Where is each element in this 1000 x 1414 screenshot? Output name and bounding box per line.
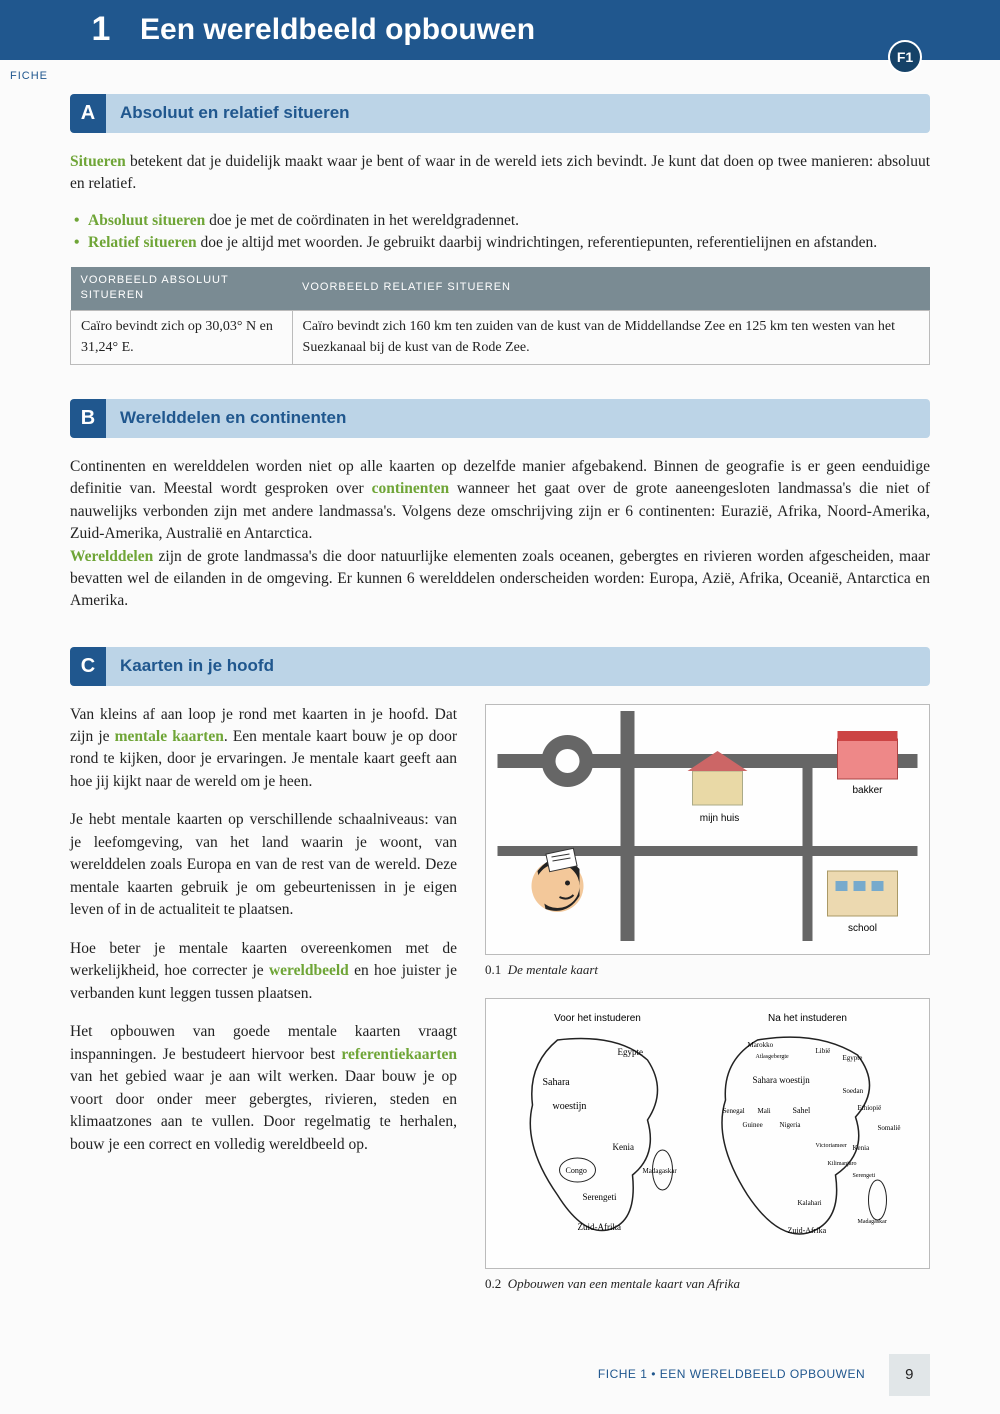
svg-text:Serengeti: Serengeti	[853, 1173, 876, 1179]
mental-map-svg: mijn huis bakker school	[492, 711, 923, 941]
section-a-bullets: Absoluut situeren doe je met de coördina…	[70, 210, 930, 255]
chapter-title: Een wereldbeeld opbouwen	[140, 8, 535, 52]
section-c-p1: Van kleins af aan loop je rond met kaart…	[70, 704, 457, 794]
svg-text:Congo: Congo	[566, 1166, 587, 1175]
fiche-badge: F1	[888, 40, 922, 74]
svg-text:Serengeti: Serengeti	[583, 1192, 617, 1202]
list-item: Relatief situeren doe je altijd met woor…	[88, 232, 930, 254]
svg-text:Libië: Libië	[816, 1047, 831, 1055]
svg-text:Madagaskar: Madagaskar	[643, 1167, 678, 1175]
svg-text:Kilimanjaro: Kilimanjaro	[828, 1161, 857, 1167]
svg-text:woestijn: woestijn	[553, 1101, 587, 1112]
page-footer: FICHE 1 • EEN WERELDBEELD OPBOUWEN 9	[598, 1354, 930, 1396]
section-a-intro: Situeren betekent dat je duidelijk maakt…	[70, 151, 930, 196]
term-situeren: Situeren	[70, 153, 126, 170]
svg-text:Sahara woestijn: Sahara woestijn	[753, 1075, 811, 1085]
africa-maps-svg: Voor het instuderen Na het instuderen Eg…	[492, 1005, 923, 1255]
svg-text:Marokko: Marokko	[748, 1041, 774, 1049]
example-table: Voorbeeld absoluut situeren Voorbeeld re…	[70, 267, 930, 365]
table-cell: Caïro bevindt zich 160 km ten zuiden van…	[292, 311, 929, 365]
section-letter: B	[70, 399, 106, 438]
svg-text:Senegal: Senegal	[723, 1107, 745, 1115]
svg-text:Sahara: Sahara	[543, 1077, 571, 1088]
section-b-p1: Continenten en werelddelen worden niet o…	[70, 456, 930, 613]
svg-text:Egypte: Egypte	[618, 1047, 644, 1057]
figure-mental-map: mijn huis bakker school	[485, 704, 930, 955]
svg-text:Zuid-Afrika: Zuid-Afrika	[578, 1222, 621, 1232]
svg-text:Ethiopië: Ethiopië	[858, 1104, 882, 1112]
svg-text:Victoriameer: Victoriameer	[816, 1143, 847, 1149]
svg-text:Atlasgebergte: Atlasgebergte	[756, 1054, 790, 1060]
svg-text:Zuid-Afrika: Zuid-Afrika	[788, 1226, 827, 1235]
table-header: Voorbeeld relatief situeren	[292, 267, 929, 311]
table-header: Voorbeeld absoluut situeren	[71, 267, 293, 311]
svg-text:Madagaskar: Madagaskar	[858, 1219, 887, 1225]
section-c-p3: Hoe beter je mentale kaarten overeenkome…	[70, 938, 457, 1005]
svg-text:Kenia: Kenia	[613, 1142, 635, 1152]
section-title: Kaarten in je hoofd	[106, 647, 930, 686]
section-a-heading: A Absoluut en relatief situeren	[70, 94, 930, 133]
svg-text:Soedan: Soedan	[843, 1087, 864, 1095]
svg-text:Sahel: Sahel	[793, 1106, 812, 1115]
section-c-text-column: Van kleins af aan loop je rond met kaart…	[70, 704, 457, 1313]
figure-africa-maps: Voor het instuderen Na het instuderen Eg…	[485, 998, 930, 1269]
footer-text: FICHE 1 • EEN WERELDBEELD OPBOUWEN	[598, 1366, 865, 1383]
table-cell: Caïro bevindt zich op 30,03° N en 31,24°…	[71, 311, 293, 365]
section-c-p2: Je hebt mentale kaarten op verschillende…	[70, 809, 457, 921]
section-b-heading: B Werelddelen en continenten	[70, 399, 930, 438]
page-number: 9	[889, 1354, 930, 1396]
chapter-number: 1	[78, 0, 124, 60]
svg-text:Guinee: Guinee	[743, 1121, 763, 1129]
figure-caption: 0.2 Opbouwen van een mentale kaart van A…	[485, 1275, 930, 1294]
svg-text:school: school	[848, 923, 877, 934]
chapter-header: 1 Een wereldbeeld opbouwen F1	[0, 0, 1000, 60]
section-letter: C	[70, 647, 106, 686]
svg-text:Voor het instuderen: Voor het instuderen	[554, 1013, 641, 1024]
section-c-figures-column: mijn huis bakker school	[485, 704, 930, 1313]
svg-text:Mali: Mali	[758, 1107, 771, 1115]
section-c-p4: Het opbouwen van goede mentale kaarten v…	[70, 1021, 457, 1156]
section-title: Absoluut en relatief situeren	[106, 94, 930, 133]
section-letter: A	[70, 94, 106, 133]
svg-text:Somalië: Somalië	[878, 1124, 901, 1132]
svg-text:bakker: bakker	[852, 785, 883, 796]
svg-text:Na het instuderen: Na het instuderen	[768, 1013, 847, 1024]
svg-text:Egypte: Egypte	[843, 1054, 863, 1062]
section-title: Werelddelen en continenten	[106, 399, 930, 438]
svg-text:Kalahari: Kalahari	[798, 1199, 822, 1207]
fiche-label: FICHE	[10, 69, 48, 85]
section-c-heading: C Kaarten in je hoofd	[70, 647, 930, 686]
svg-text:Kenia: Kenia	[853, 1144, 871, 1152]
svg-text:mijn huis: mijn huis	[700, 813, 739, 824]
figure-caption: 0.1 De mentale kaart	[485, 961, 930, 980]
svg-text:Nigeria: Nigeria	[780, 1121, 802, 1129]
list-item: Absoluut situeren doe je met de coördina…	[88, 210, 930, 232]
